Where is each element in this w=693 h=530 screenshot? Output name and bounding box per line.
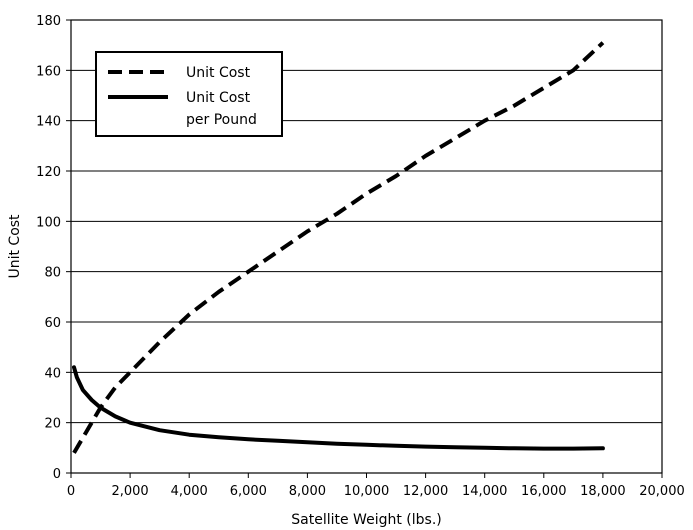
y-axis-ticks: 0 20 40 60 80 100 120 140 160 180	[36, 14, 71, 482]
x-tick-label: 2,000	[111, 484, 148, 499]
legend-label-unit-cost-per-pound-line2: per Pound	[186, 112, 257, 128]
legend-label-unit-cost: Unit Cost	[186, 65, 251, 81]
y-tick-label: 80	[44, 266, 61, 281]
y-tick-label: 180	[36, 14, 61, 29]
x-tick-label: 8,000	[289, 484, 326, 499]
x-tick-label: 20,000	[639, 484, 685, 499]
x-tick-label: 16,000	[521, 484, 567, 499]
x-tick-label: 18,000	[580, 484, 626, 499]
x-tick-label: 4,000	[171, 484, 208, 499]
y-tick-label: 140	[36, 115, 61, 130]
series-line-unit-cost-per-pound	[72, 365, 605, 451]
legend-box	[95, 51, 283, 137]
y-tick-label: 160	[36, 64, 61, 79]
series-line-unit-cost	[72, 41, 605, 454]
x-tick-label: 12,000	[403, 484, 449, 499]
x-axis-ticks: 0 2,000 4,000 6,000 8,000 10,000 12,000 14,000 1…	[67, 473, 685, 499]
y-tick-label: 40	[44, 366, 61, 381]
legend: Unit Cost Unit Cost per Pound	[95, 51, 283, 137]
x-tick-label: 10,000	[344, 484, 390, 499]
series-layer	[72, 41, 605, 454]
x-tick-label: 14,000	[462, 484, 508, 499]
y-tick-label: 100	[36, 215, 61, 230]
x-tick-label: 0	[67, 484, 75, 499]
legend-label-unit-cost-per-pound-line1: Unit Cost	[186, 90, 251, 106]
x-axis-title: Satellite Weight (lbs.)	[291, 512, 441, 528]
x-tick-label: 6,000	[230, 484, 267, 499]
y-tick-label: 20	[44, 417, 61, 432]
y-tick-label: 60	[44, 316, 61, 331]
y-tick-label: 120	[36, 165, 61, 180]
y-axis-title: Unit Cost	[7, 214, 23, 279]
y-tick-label: 0	[53, 467, 61, 482]
